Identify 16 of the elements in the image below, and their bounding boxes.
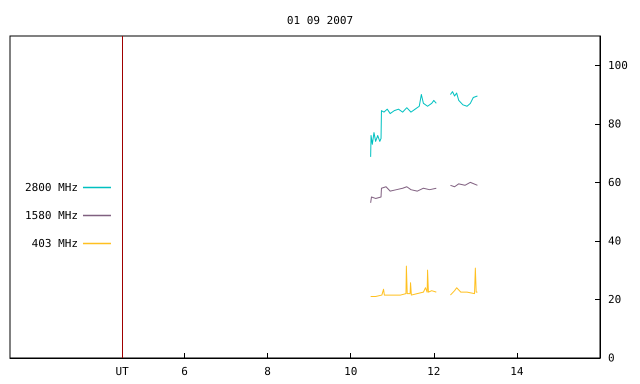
x-tick-label: 10 (344, 365, 358, 378)
y-tick-label: 0 (608, 352, 615, 364)
x-tick-label: 14 (510, 365, 524, 378)
legend-label: 1580 MHz (24, 209, 78, 222)
y-tick-label: 80 (608, 117, 622, 130)
x-tick-label: UT (116, 365, 130, 378)
y-tick-label: 40 (608, 234, 622, 248)
y-tick-label: 100 (608, 58, 628, 72)
x-tick-label: 6 (181, 365, 188, 378)
x-tick-label: 12 (427, 365, 440, 378)
y-tick-label: 60 (608, 176, 622, 189)
legend-label: 2800 MHz (24, 181, 78, 194)
chart-title: 01 09 2007 (286, 14, 354, 27)
x-tick-label: 8 (264, 365, 271, 378)
y-tick-label: 20 (608, 292, 622, 306)
legend-label: 403 MHz (32, 237, 78, 250)
